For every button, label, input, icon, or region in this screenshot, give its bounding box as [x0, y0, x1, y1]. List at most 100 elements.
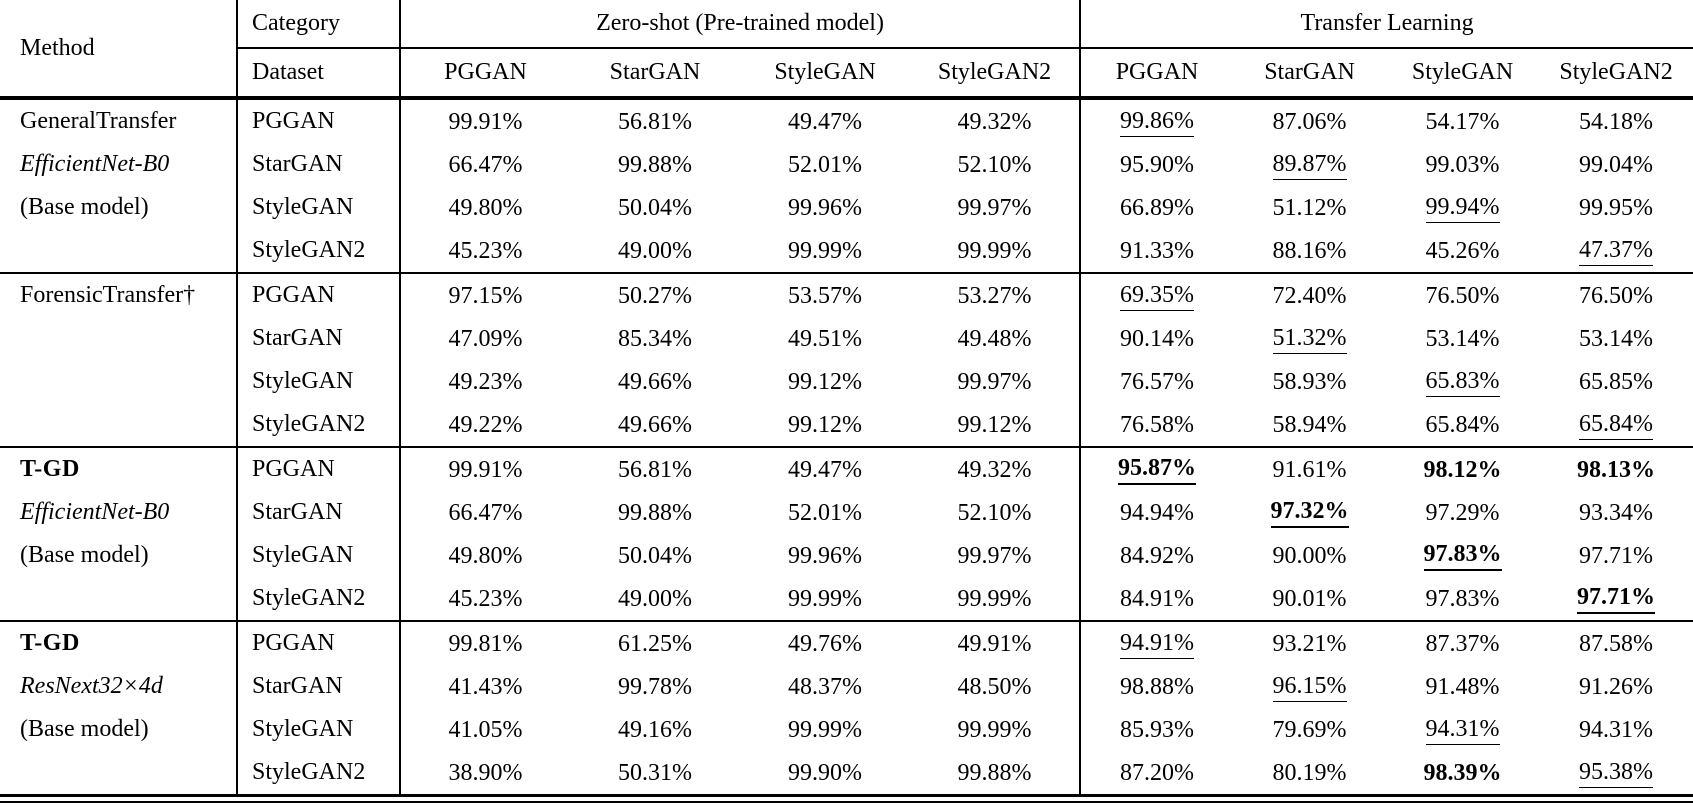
- accuracy-value: 61.25%: [618, 630, 692, 657]
- value-cell: 89.87%: [1233, 143, 1386, 186]
- accuracy-value: 99.88%: [957, 759, 1032, 786]
- accuracy-value: 98.88%: [1120, 673, 1195, 700]
- value-cell: 99.12%: [740, 360, 910, 403]
- value-cell: 49.66%: [570, 403, 740, 447]
- accuracy-value: 56.81%: [618, 108, 692, 135]
- dataset-cell: PGGAN: [237, 272, 401, 317]
- value-cell: 99.97%: [910, 186, 1082, 229]
- accuracy-value: 53.27%: [957, 282, 1032, 309]
- method-cell: GeneralTransfer EfficientNet-B0 (Base mode…: [0, 98, 238, 273]
- method-line: GeneralTransfer: [20, 108, 177, 134]
- value-cell: 49.47%: [740, 98, 910, 143]
- accuracy-value: 94.94%: [1120, 499, 1195, 526]
- header-row-category: Method Category Zero-shot (Pre-trained m…: [0, 0, 1693, 100]
- column-header-tl-stylegan2: StyleGAN2: [1539, 48, 1693, 100]
- value-cell: 52.01%: [740, 143, 910, 186]
- value-cell: 99.99%: [910, 708, 1082, 751]
- accuracy-value: 99.99%: [788, 585, 862, 612]
- value-cell: 76.58%: [1080, 403, 1233, 447]
- value-cell: 48.37%: [740, 665, 910, 708]
- accuracy-value: 87.06%: [1272, 108, 1347, 135]
- value-cell: 84.92%: [1080, 534, 1233, 577]
- value-cell: 65.84%: [1539, 403, 1693, 447]
- accuracy-value: 85.34%: [618, 325, 692, 352]
- value-cell: 52.01%: [740, 491, 910, 534]
- accuracy-value: 95.38%: [1579, 758, 1654, 788]
- accuracy-value: 99.04%: [1579, 151, 1654, 178]
- accuracy-value: 51.32%: [1272, 324, 1347, 354]
- accuracy-value: 41.43%: [448, 673, 523, 700]
- accuracy-value: 99.96%: [788, 194, 862, 221]
- accuracy-value: 49.00%: [618, 237, 692, 264]
- dataset-cell: StarGAN: [237, 317, 401, 360]
- accuracy-value: 49.51%: [788, 325, 862, 352]
- value-cell: 98.88%: [1080, 665, 1233, 708]
- value-cell: 94.91%: [1080, 620, 1234, 665]
- value-cell: 49.00%: [570, 577, 740, 621]
- accuracy-value: 79.69%: [1272, 716, 1347, 743]
- table-row: StyleGAN2 45.23% 49.00% 99.99% 99.99% 84.91% 9…: [0, 577, 1693, 621]
- accuracy-value: 84.92%: [1120, 542, 1195, 569]
- dataset-cell: StyleGAN2: [237, 577, 401, 621]
- value-cell: 49.32%: [910, 446, 1082, 491]
- accuracy-value: 99.81%: [448, 630, 523, 657]
- method-line: ForensicTransfer†: [20, 282, 196, 308]
- accuracy-value: 49.00%: [618, 585, 692, 612]
- accuracy-value: 98.39%: [1423, 759, 1502, 786]
- accuracy-value: 58.94%: [1272, 411, 1347, 438]
- dataset-cell: StyleGAN2: [237, 403, 401, 447]
- value-cell: 99.96%: [740, 186, 910, 229]
- accuracy-value: 99.96%: [788, 542, 862, 569]
- column-header-zs-stylegan: StyleGAN: [740, 48, 910, 100]
- value-cell: 97.83%: [1386, 534, 1539, 577]
- value-cell: 76.50%: [1539, 272, 1693, 317]
- value-cell: 58.94%: [1233, 403, 1386, 447]
- accuracy-value: 56.81%: [618, 456, 692, 483]
- accuracy-value: 88.16%: [1272, 237, 1347, 264]
- value-cell: 38.90%: [400, 751, 570, 796]
- value-cell: 80.19%: [1233, 751, 1386, 796]
- value-cell: 94.31%: [1539, 708, 1693, 751]
- accuracy-value: 98.12%: [1423, 456, 1502, 483]
- method-line: ResNext32×4d: [20, 673, 163, 699]
- value-cell: 49.51%: [740, 317, 910, 360]
- table-row: StyleGAN2 38.90% 50.31% 99.90% 99.88% 87.20% 8…: [0, 751, 1693, 796]
- accuracy-value: 95.87%: [1118, 454, 1197, 485]
- accuracy-value: 87.37%: [1425, 630, 1500, 657]
- accuracy-value: 99.99%: [788, 716, 862, 743]
- value-cell: 99.90%: [740, 751, 910, 796]
- accuracy-value: 99.99%: [957, 585, 1032, 612]
- value-cell: 50.27%: [570, 272, 740, 317]
- value-cell: 97.29%: [1386, 491, 1539, 534]
- table-row: StarGAN 41.43% 99.78% 48.37% 48.50% 98.88% 96.…: [0, 665, 1693, 708]
- value-cell: 97.15%: [400, 272, 570, 317]
- table-row: StyleGAN 49.80% 50.04% 99.96% 99.97% 66.89% 51…: [0, 186, 1693, 229]
- accuracy-value: 38.90%: [448, 759, 523, 786]
- accuracy-value: 49.32%: [957, 456, 1032, 483]
- accuracy-value: 99.95%: [1579, 194, 1654, 221]
- value-cell: 97.71%: [1539, 577, 1693, 621]
- dataset-cell: StyleGAN: [237, 186, 401, 229]
- accuracy-value: 54.17%: [1425, 108, 1500, 135]
- accuracy-value: 51.12%: [1272, 194, 1347, 221]
- accuracy-value: 99.78%: [618, 673, 692, 700]
- accuracy-value: 50.27%: [618, 282, 692, 309]
- value-cell: 96.15%: [1233, 665, 1386, 708]
- accuracy-value: 99.99%: [788, 237, 862, 264]
- value-cell: 53.57%: [740, 272, 910, 317]
- accuracy-value: 66.47%: [448, 151, 523, 178]
- value-cell: 91.33%: [1080, 229, 1233, 273]
- accuracy-value: 45.23%: [448, 585, 523, 612]
- value-cell: 49.47%: [740, 446, 910, 491]
- table-row: StarGAN 66.47% 99.88% 52.01% 52.10% 94.94% 97.…: [0, 491, 1693, 534]
- accuracy-value: 49.91%: [957, 630, 1032, 657]
- accuracy-value: 69.35%: [1120, 281, 1195, 311]
- accuracy-value: 93.34%: [1579, 499, 1654, 526]
- column-header-zs-stargan: StarGAN: [570, 48, 740, 100]
- value-cell: 52.10%: [910, 491, 1082, 534]
- accuracy-value: 87.20%: [1120, 759, 1195, 786]
- dataset-cell: StyleGAN2: [237, 229, 401, 273]
- value-cell: 53.27%: [910, 272, 1082, 317]
- value-cell: 99.99%: [910, 229, 1082, 273]
